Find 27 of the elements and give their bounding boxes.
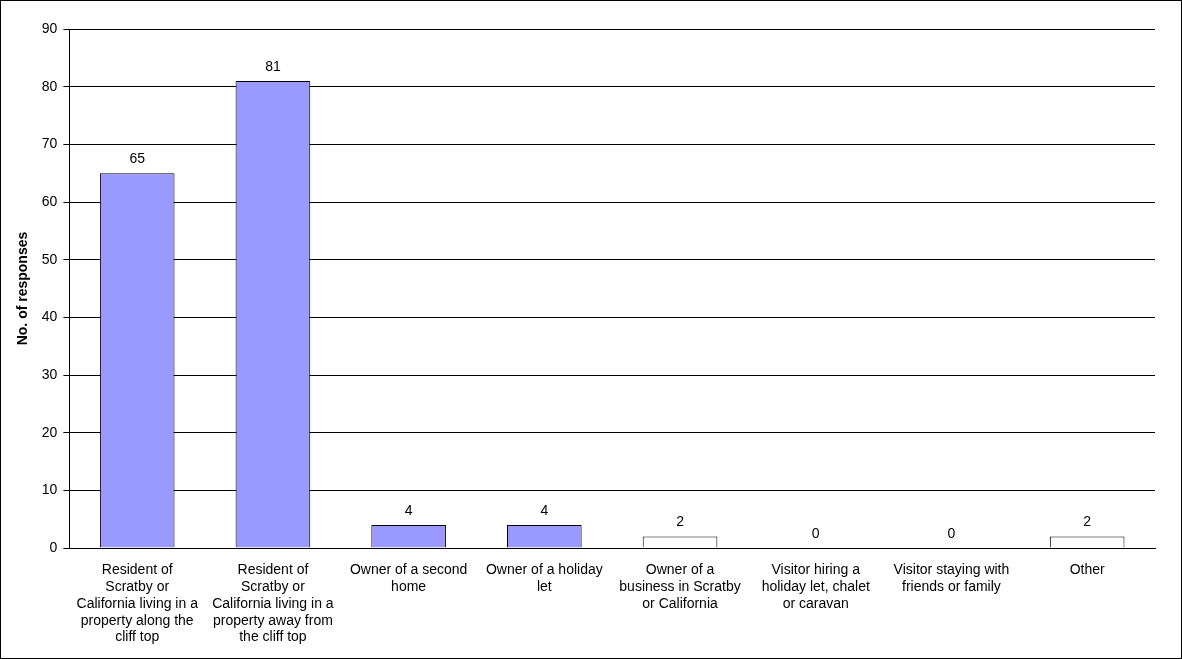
y-tick-label: 60: [41, 192, 58, 209]
y-tick-label: 40: [41, 308, 58, 325]
y-tick-label: 0: [49, 538, 58, 555]
y-tick-label: 70: [41, 135, 58, 152]
data-label: 81: [265, 57, 281, 74]
y-tick-label: 30: [41, 365, 58, 382]
x-tick-label: Visitor staying with friends or family: [893, 561, 1010, 595]
y-tick-label: 20: [41, 423, 58, 440]
x-tick-label: Resident of Scratby or California living in a property away from the cliff top: [212, 561, 334, 645]
y-tick-label: 10: [41, 481, 58, 498]
y-tick-label: 90: [41, 19, 58, 36]
data-label: 2: [676, 513, 685, 530]
x-tick-label: Owner of a business in Scratby or California: [619, 561, 741, 611]
y-tick-label: 50: [41, 250, 58, 267]
x-tick-label: Other: [1069, 561, 1105, 578]
data-label: 0: [811, 524, 820, 541]
y-axis-title: No. of responses: [14, 231, 31, 346]
data-label: 2: [1083, 513, 1092, 530]
x-tick-label: Resident of Scratby or California living in a property along the cliff top: [76, 561, 199, 645]
y-tick-label: 80: [41, 77, 58, 94]
data-label: 65: [129, 150, 146, 167]
data-label: 4: [404, 501, 413, 518]
data-label: 0: [947, 524, 956, 541]
x-tick-label: Owner of a holiday let: [485, 561, 603, 595]
x-tick-label: Owner of a second home: [349, 561, 468, 595]
data-label: 4: [540, 501, 549, 518]
x-tick-label: Visitor hiring a holiday let, chalet or caravan: [761, 561, 870, 611]
